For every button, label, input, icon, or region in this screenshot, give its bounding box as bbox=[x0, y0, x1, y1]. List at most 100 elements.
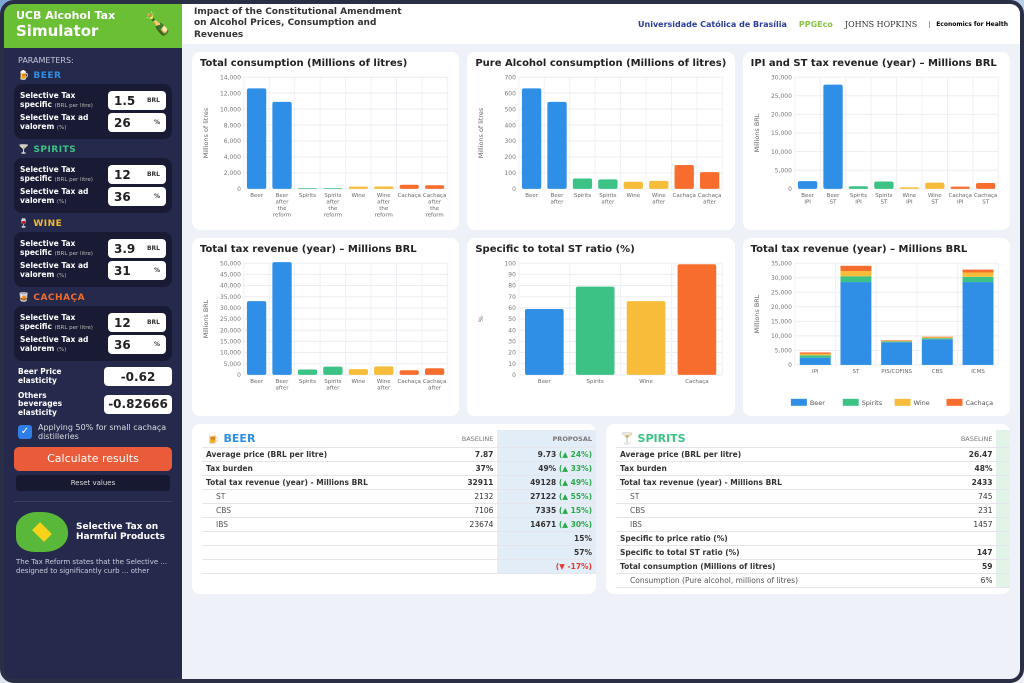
table-row: 57% bbox=[202, 545, 596, 560]
chart-plot: % 0 10 20 30 40 50 60 70 80 90 100 Beer Spirits Wine Ca… bbox=[477, 260, 724, 385]
beer-ad-valorem-input[interactable]: 26% bbox=[108, 113, 166, 132]
y-axis-label: Millions BRL bbox=[753, 294, 761, 333]
info-text: The Tax Reform states that the Selective… bbox=[16, 557, 168, 575]
bar bbox=[598, 179, 618, 189]
x-tick-label: Beer bbox=[250, 193, 263, 199]
y-tick-label: 30,000 bbox=[771, 275, 792, 282]
specific-label: Selective Tax specific (BRL per litre) bbox=[20, 313, 93, 331]
bar-segment-beer bbox=[799, 357, 831, 365]
legend-swatch[interactable] bbox=[946, 398, 963, 406]
bar bbox=[848, 186, 868, 189]
legend-swatch[interactable] bbox=[894, 398, 911, 406]
bar bbox=[873, 181, 894, 189]
y-tick-label: 300 bbox=[505, 138, 517, 145]
proposal-value: 14671 (▲ 30%) bbox=[497, 517, 596, 532]
x-tick-label: Wine IPI bbox=[902, 193, 916, 205]
y-axis-label: % bbox=[477, 316, 485, 322]
bar bbox=[246, 301, 267, 375]
checkbox-checked-icon[interactable]: ✓ bbox=[18, 424, 32, 439]
beer-label: BEER bbox=[33, 71, 62, 81]
bar bbox=[272, 101, 292, 189]
y-tick-label: 20 bbox=[509, 350, 517, 357]
bar bbox=[950, 186, 970, 189]
wine-section-title: 🍷 WINE bbox=[18, 219, 182, 229]
y-tick-label: 30,000 bbox=[220, 305, 241, 312]
chart-card: Total consumption (Millions of litres) Mi… bbox=[192, 52, 460, 230]
x-tick-label: Cachaça ST bbox=[974, 193, 997, 205]
table-row: Average price (BRL per litre) 7.87 9.73 (▲… bbox=[202, 447, 596, 462]
others-elasticity-row: Others beverages elasticity -0.82666 bbox=[18, 391, 172, 417]
y-tick-label: 40 bbox=[509, 327, 517, 334]
info-box: Selective Tax on Harmful Products bbox=[16, 511, 170, 552]
y-tick-label: 15,000 bbox=[771, 130, 792, 137]
table-row: ST 745 bbox=[616, 489, 1010, 504]
y-tick-label: 0 bbox=[788, 362, 792, 369]
info-title: Selective Tax on Harmful Products bbox=[76, 521, 166, 542]
y-tick-label: 10,000 bbox=[220, 350, 241, 357]
bar-segment-spirits bbox=[799, 355, 831, 358]
bar bbox=[674, 164, 695, 189]
baseline-value: 7.87 bbox=[441, 447, 498, 462]
y-tick-label: 8,000 bbox=[224, 122, 241, 129]
baseline-value: 37% bbox=[441, 461, 498, 476]
spirits-ad-valorem-input[interactable]: 36% bbox=[108, 187, 166, 206]
x-tick-label: Beer IPI bbox=[801, 193, 814, 205]
x-tick-label: Spirits after bbox=[324, 379, 341, 391]
beer-elasticity-input[interactable]: -0.62 bbox=[104, 367, 172, 386]
brazil-map-icon bbox=[16, 511, 68, 552]
bar bbox=[823, 84, 843, 189]
chart-card: Total tax revenue (year) – Millions BRL M… bbox=[192, 238, 460, 416]
baseline-value: 231 bbox=[929, 503, 997, 518]
specific-label: Selective Tax specific (BRL per litre) bbox=[20, 91, 93, 109]
legend-swatch[interactable] bbox=[842, 398, 859, 406]
x-tick-label: Spirits IPI bbox=[850, 193, 867, 205]
bar-segment-beer bbox=[962, 282, 994, 365]
x-tick-label: Cachaça IPI bbox=[948, 193, 971, 205]
y-tick-label: 20,000 bbox=[771, 304, 792, 311]
baseline-value: 7106 bbox=[441, 503, 498, 518]
baseline-header: BASELINE bbox=[929, 430, 997, 448]
beer-specific-input[interactable]: 1.5 BRL bbox=[108, 91, 166, 110]
bar bbox=[323, 188, 343, 189]
baseline-value bbox=[441, 545, 498, 560]
y-tick-label: 0 bbox=[237, 186, 241, 193]
calculate-results-button[interactable]: Calculate results bbox=[14, 446, 172, 471]
baseline-value: 26.47 bbox=[929, 447, 997, 462]
table-row: IBS 1457 bbox=[616, 517, 1010, 532]
spirits-specific-input[interactable]: 12 BRL bbox=[108, 165, 166, 184]
table-row: Total consumption (Millions of litres) 59 bbox=[616, 559, 1010, 574]
row-label bbox=[202, 545, 442, 560]
x-tick-label: Beer bbox=[526, 193, 539, 199]
bar bbox=[677, 264, 717, 375]
table-row: Tax burden 37% 49% (▲ 33%) bbox=[202, 461, 596, 476]
wine-specific-input[interactable]: 3.9 BRL bbox=[108, 239, 166, 258]
row-label: Tax burden bbox=[616, 461, 930, 476]
small-distilleries-checkbox-row[interactable]: ✓ Applying 50% for small cachaça distill… bbox=[18, 423, 168, 441]
legend-swatch[interactable] bbox=[790, 398, 807, 406]
chart-card: Total tax revenue (year) – Millions BRL M… bbox=[742, 238, 1010, 416]
x-tick-label: Wine bbox=[640, 379, 654, 385]
reset-values-button[interactable]: Reset values bbox=[16, 474, 170, 491]
cocktail-icon: 🍸 bbox=[18, 145, 30, 155]
row-label: CBS bbox=[616, 503, 930, 518]
y-tick-label: 60 bbox=[509, 305, 517, 312]
ad-valorem-label: Selective Tax ad valorem (%) bbox=[20, 113, 89, 131]
cachaca-ad-valorem-input[interactable]: 36% bbox=[108, 335, 166, 354]
proposal-value bbox=[996, 461, 1010, 476]
table-row: Total tax revenue (year) - Millions BRL 3… bbox=[202, 475, 596, 490]
y-tick-label: 30,000 bbox=[771, 74, 792, 81]
bar-segment-beer bbox=[880, 342, 912, 365]
y-tick-label: 20,000 bbox=[220, 327, 241, 334]
cachaca-specific-input[interactable]: 12 BRL bbox=[108, 313, 166, 332]
y-tick-label: 5,000 bbox=[224, 361, 241, 368]
y-tick-label: 700 bbox=[505, 74, 517, 81]
proposal-value bbox=[996, 517, 1010, 532]
x-tick-label: PIS/COFINS bbox=[881, 369, 912, 375]
others-elasticity-input[interactable]: -0.82666 bbox=[104, 394, 172, 414]
wine-ad-valorem-input[interactable]: 31% bbox=[108, 261, 166, 280]
cachaca-parameters: Selective Tax specific (BRL per litre) 1… bbox=[14, 306, 172, 361]
proposal-value: 27122 (▲ 55%) bbox=[497, 489, 596, 504]
baseline-value bbox=[929, 531, 997, 546]
ppgeco-logo: PPGEco bbox=[798, 19, 833, 29]
baseline-value bbox=[441, 531, 498, 546]
